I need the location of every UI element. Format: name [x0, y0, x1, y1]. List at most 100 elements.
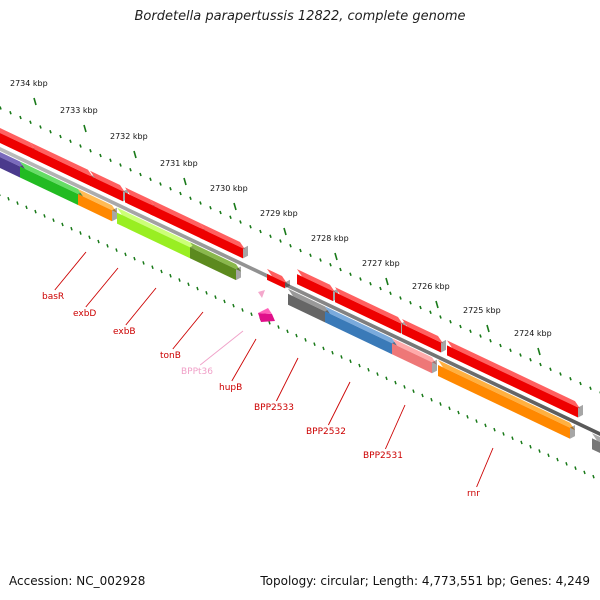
kbp-ruler: 2734 kbp 2733 kbp 2732 kbp 2731 kbp 2730 kbp…: [0, 79, 600, 395]
ruler-minor-tick: [579, 381, 582, 386]
forward-cds: [200, 228, 243, 259]
reverse-cds-top: [325, 306, 397, 346]
forward-strand-features: [0, 128, 583, 418]
ruler-minor-tick: [369, 281, 372, 286]
reverse-cds-top: [592, 433, 600, 443]
gene-label-exbD: exbD: [73, 309, 96, 319]
ruler-major-tick: [133, 150, 137, 159]
ruler-minor-tick: [459, 324, 462, 329]
ruler-label: 2730 kbp: [210, 184, 248, 193]
feature-row-tick: [574, 466, 577, 470]
feature-row-tick: [484, 423, 487, 428]
feature-row-tick: [133, 256, 136, 261]
forward-cds-side: [243, 245, 248, 259]
ruler-major-tick: [334, 252, 338, 261]
ruler-minor-tick: [19, 115, 22, 120]
forward-cds-top: [200, 223, 245, 250]
ruler-label: 2729 kbp: [260, 209, 298, 218]
reverse-strand-features: [0, 152, 600, 454]
gene-leader-line: [327, 381, 351, 426]
feature-row-tick: [385, 376, 388, 381]
ruler-minor-tick: [249, 224, 252, 229]
ruler-major-tick: [183, 177, 187, 186]
feature-row-tick: [493, 427, 496, 432]
ruler-major-tick: [83, 124, 87, 133]
accession-text: Accession: NC_002928: [9, 574, 146, 588]
forward-cds-top: [267, 268, 287, 284]
gene-label-BPPt36: BPPt36: [181, 367, 213, 377]
gene-label-hupB: hupB: [219, 383, 242, 393]
forward-cds: [30, 147, 91, 187]
feature-row-tick: [466, 415, 469, 419]
feature-row-tick: [52, 218, 55, 222]
feature-row-tick: [97, 239, 100, 244]
ruler-minor-tick: [139, 172, 142, 177]
reverse-cds-top: [392, 338, 437, 365]
ruler-minor-tick: [529, 357, 532, 362]
gene-leader-line: [54, 251, 87, 291]
feature-row-tick: [169, 273, 172, 278]
ruler-minor-tick: [439, 315, 442, 319]
feature-row-tick: [592, 474, 595, 479]
gene-leader-line: [85, 267, 119, 308]
feature-row-tick: [412, 389, 415, 393]
ruler-minor-tick: [29, 120, 32, 125]
feature-row-tick: [43, 214, 46, 218]
ruler-minor-tick: [229, 215, 232, 220]
feature-row-tick: [520, 440, 523, 445]
reverse-cds-top: [438, 360, 575, 431]
trna-arrow: [258, 290, 265, 298]
feature-row-tick: [205, 291, 208, 295]
feature-row-tick: [16, 201, 19, 205]
feature-row-tick: [475, 419, 478, 423]
forward-cds-side: [285, 279, 290, 289]
gene-leader-line: [476, 447, 494, 488]
gene-leader-line: [125, 287, 157, 326]
ruler-minor-tick: [379, 286, 382, 291]
ruler-minor-tick: [179, 191, 182, 196]
feature-row-tick: [394, 380, 397, 385]
ruler-minor-tick: [499, 343, 502, 348]
feature-row-tick: [331, 350, 334, 355]
feature-row-tick: [187, 282, 190, 287]
ruler-minor-tick: [109, 158, 112, 163]
ruler-minor-tick: [149, 177, 152, 182]
feature-row-tick: [439, 402, 442, 406]
ruler-label: 2731 kbp: [160, 159, 198, 168]
ruler-major-tick: [385, 277, 389, 286]
feature-row-tick: [232, 303, 235, 308]
genome-backbone: [0, 147, 600, 479]
reverse-cds: [392, 343, 432, 374]
ruler-minor-tick: [79, 144, 82, 148]
ruler-minor-tick: [319, 258, 322, 262]
feature-row-tick: [88, 235, 91, 240]
ruler-major-tick: [537, 347, 541, 356]
ruler-minor-tick: [469, 329, 472, 334]
reverse-cds-side: [432, 359, 437, 374]
feature-row-tick: [349, 359, 352, 364]
reverse-cds: [190, 247, 236, 281]
ruler-label: 2727 kbp: [362, 259, 400, 268]
ruler-major-tick: [233, 202, 237, 211]
forward-cds-top: [297, 269, 335, 293]
gene-label-rnr: rnr: [467, 489, 480, 499]
gene-label-BPP2533: BPP2533: [254, 403, 294, 413]
forward-cds-top: [447, 340, 580, 409]
ruler-minor-tick: [49, 129, 52, 134]
forward-cds-top: [30, 142, 93, 178]
ruler-minor-tick: [329, 262, 332, 267]
forward-cds-top: [90, 170, 125, 193]
ruler-minor-tick: [539, 362, 542, 367]
ruler-minor-tick: [9, 110, 12, 115]
forward-cds: [150, 204, 203, 240]
forward-cds: [297, 274, 333, 302]
feature-row-tick: [268, 320, 271, 325]
feature-row-tick: [448, 406, 451, 411]
feature-row-tick: [106, 244, 109, 248]
feature-row-tick: [430, 397, 433, 402]
ruler-label: 2733 kbp: [60, 106, 98, 115]
map-title: Bordetella parapertussis 12822, complete…: [134, 9, 466, 24]
gene-label-basR: basR: [42, 292, 64, 302]
